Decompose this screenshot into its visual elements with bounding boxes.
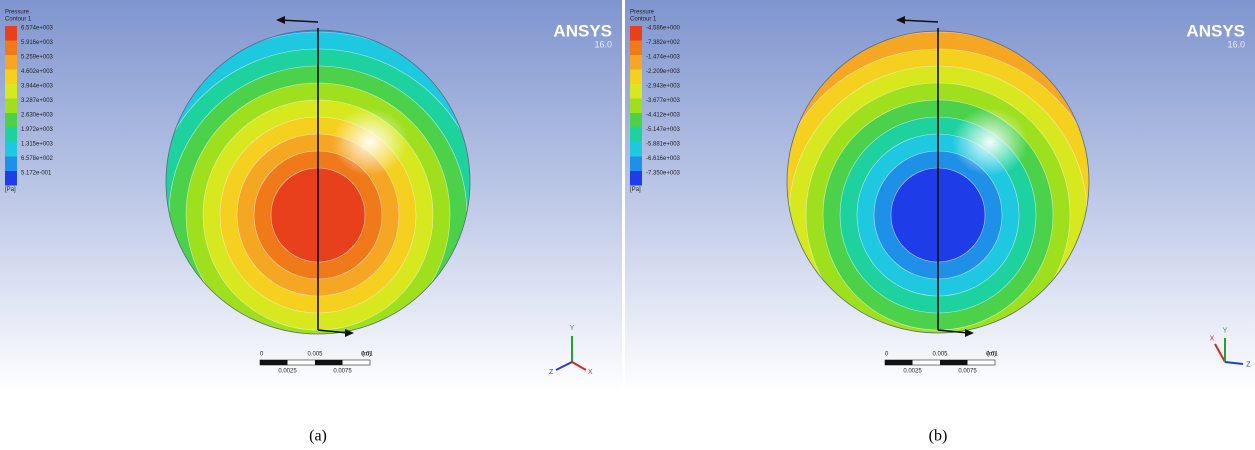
arrow-head	[965, 329, 974, 337]
legend-swatch	[630, 142, 642, 157]
legend-swatch	[630, 171, 642, 186]
legend-swatch	[5, 40, 17, 55]
legend-unit: [Pa]	[630, 187, 641, 193]
legend-unit: [Pa]	[5, 187, 16, 193]
legend-label: -2.209e+003	[646, 69, 681, 75]
triad-axis	[555, 361, 573, 371]
legend-swatch	[5, 55, 17, 70]
legend-swatch	[5, 98, 17, 113]
arrow	[937, 329, 969, 334]
arrow	[317, 329, 349, 334]
legend-title: Pressure	[630, 10, 655, 16]
arrow-head	[345, 329, 354, 337]
legend-label: 5.916e+003	[21, 40, 54, 46]
legend-swatch	[5, 113, 17, 128]
triad-label: Y	[570, 325, 575, 332]
legend-label: 3.944e+003	[21, 84, 54, 90]
arrow	[899, 19, 939, 23]
legend-swatch	[630, 84, 642, 99]
caption: (b)	[929, 428, 948, 445]
logo-version: 16.0	[594, 39, 612, 49]
legend-label: 1.315e+003	[21, 142, 54, 148]
highlight	[952, 108, 1028, 176]
legend-label: -1.474e+003	[646, 55, 681, 61]
scale-bar-segment	[885, 360, 913, 365]
legend-swatch	[630, 55, 642, 70]
legend-swatch	[630, 156, 642, 171]
legend-swatch	[630, 26, 642, 41]
legend-swatch	[630, 69, 642, 84]
triad-label: X	[1210, 335, 1215, 342]
logo-name: ANSYS	[1186, 21, 1245, 40]
legend-label: -7.382e+002	[646, 40, 681, 46]
legend-swatch	[5, 156, 17, 171]
scale-label: 0.0025	[278, 369, 297, 375]
legend-swatch	[630, 40, 642, 55]
legend-label: -3.677e+003	[646, 98, 681, 104]
legend-subtitle: Contour 1	[5, 17, 32, 23]
legend-label: 1.972e+003	[21, 127, 54, 133]
scale-bar-segment	[940, 360, 968, 365]
legend-label: -4.586e+000	[646, 26, 681, 32]
triad-label: X	[588, 369, 593, 376]
arrow-head	[896, 16, 905, 24]
arrow	[279, 19, 319, 23]
highlight	[332, 108, 408, 176]
triad-label: Z	[549, 369, 554, 376]
logo-name: ANSYS	[553, 21, 612, 40]
scale-label: 0.01	[361, 352, 373, 358]
legend-swatch	[5, 69, 17, 84]
legend-label: 4.602e+003	[21, 69, 54, 75]
scale-unit: (m)	[362, 352, 371, 358]
triad-axis	[571, 361, 587, 371]
legend-label: 2.630e+003	[21, 113, 54, 119]
scale-label: 0.005	[307, 352, 323, 358]
legend-label: 3.287e+003	[21, 98, 54, 104]
legend-label: -4.412e+003	[646, 113, 681, 119]
legend-swatch	[5, 142, 17, 157]
scale-label: 0.0075	[958, 369, 977, 375]
legend-label: -6.616e+003	[646, 156, 681, 162]
legend-swatch	[5, 127, 17, 142]
legend-swatch	[5, 26, 17, 41]
legend-subtitle: Contour 1	[630, 17, 657, 23]
legend-label: -5.881e+003	[646, 142, 681, 148]
legend-label: 5.259e+003	[21, 55, 54, 61]
scale-label: 0.005	[932, 352, 948, 358]
legend-label: 6.578e+002	[21, 156, 54, 162]
logo-version: 16.0	[1227, 39, 1245, 49]
scale-unit: (m)	[987, 352, 996, 358]
scale-label: 0	[885, 352, 889, 358]
legend-title: Pressure	[5, 10, 30, 16]
scale-label: 0.0075	[333, 369, 352, 375]
legend-swatch	[5, 84, 17, 99]
scale-label: 0.0025	[903, 369, 922, 375]
triad-axis	[1214, 343, 1226, 363]
legend-label: 6.574e+003	[21, 26, 54, 32]
scale-label: 0.01	[986, 352, 998, 358]
triad-axis	[1224, 361, 1244, 365]
scale-label: 0	[260, 352, 264, 358]
legend-swatch	[630, 98, 642, 113]
legend-swatch	[5, 171, 17, 186]
scale-bar-segment	[315, 360, 343, 365]
legend-label: -5.147e+003	[646, 127, 681, 133]
legend-swatch	[630, 113, 642, 128]
caption: (a)	[309, 428, 327, 445]
legend-label: -7.350e+003	[646, 171, 681, 177]
scale-bar-segment	[260, 360, 288, 365]
legend-label: -2.943e+003	[646, 84, 681, 90]
legend-swatch	[630, 127, 642, 142]
triad-label: Y	[1223, 328, 1228, 335]
arrow-head	[276, 16, 285, 24]
legend-label: 5.172e-001	[21, 171, 52, 177]
triad-label: Z	[1246, 361, 1251, 368]
